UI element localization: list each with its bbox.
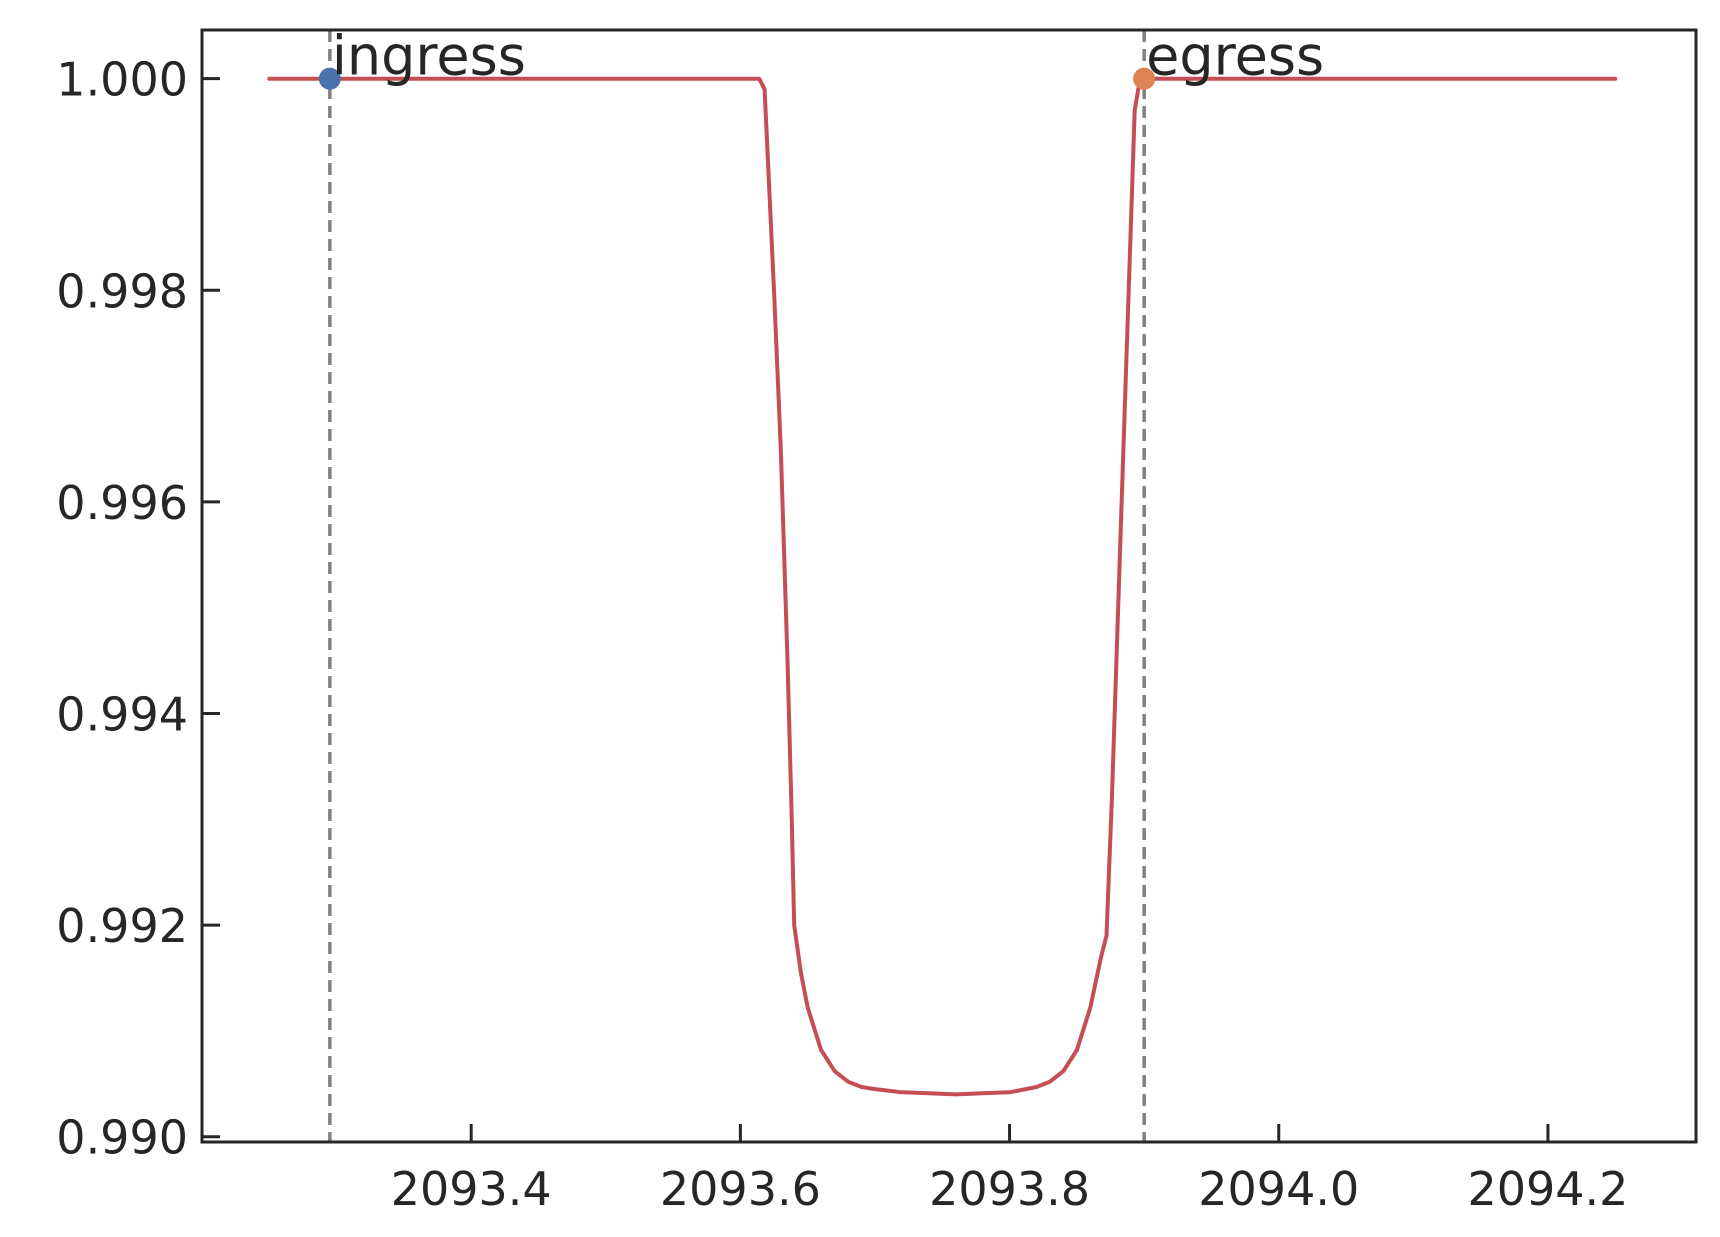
y-tick-label-2: 0.994 [56,687,188,741]
series-line-0 [267,76,1618,1097]
annotation-ingress: ingress [332,25,526,88]
x-tick-label-0: 2093.4 [391,1162,552,1216]
plot-frame [200,28,1698,1144]
marker-point-1 [1133,67,1156,90]
y-tick-label-3: 0.996 [56,476,188,530]
y-tick-label-1: 0.992 [56,899,188,953]
x-tick-label-3: 2094.0 [1198,1162,1359,1216]
y-tick-label-0: 0.990 [56,1111,188,1165]
y-tick-label-4: 0.998 [56,264,188,318]
y-tick-label-5: 1.000 [56,53,188,107]
x-tick-label-4: 2094.2 [1467,1162,1628,1216]
x-tick-label-2: 2093.8 [929,1162,1090,1216]
annotation-egress: egress [1146,25,1324,88]
marker-point-0 [318,67,341,90]
x-tick-label-1: 2093.6 [660,1162,821,1216]
